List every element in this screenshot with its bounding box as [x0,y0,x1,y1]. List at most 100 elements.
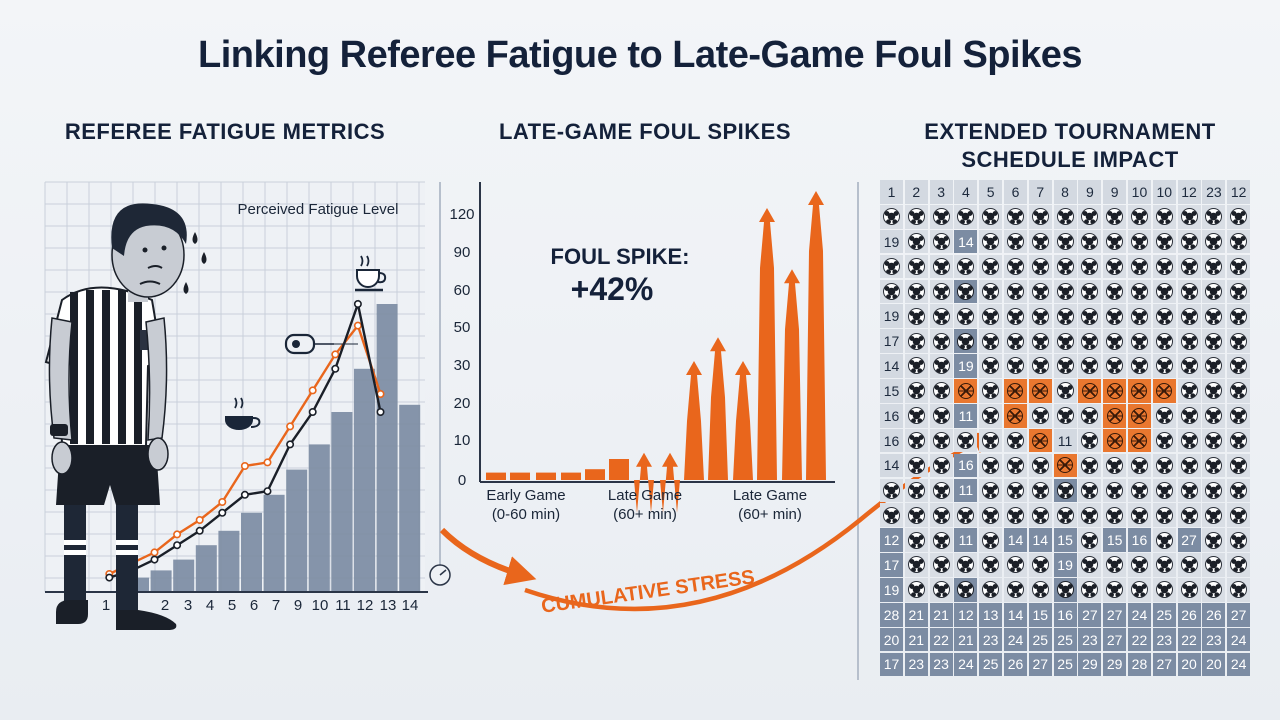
soccer-ball-icon [1028,503,1052,528]
foul-bar [806,191,826,480]
fatigue-dark-point [218,508,227,517]
soccer-ball-icon [904,204,928,229]
soccer-ball-icon [1202,553,1226,577]
soccer-ball-icon [1103,279,1127,304]
schedule-day-cell: 16 [1127,528,1151,552]
fatigue-dark-point [105,573,114,582]
fatigue-orange-point [240,461,249,470]
soccer-ball-icon [1003,478,1027,503]
soccer-ball-icon [1227,503,1251,528]
soccer-ball-icon [1227,553,1251,577]
schedule-day-cell: 29 [1078,652,1102,677]
soccer-ball-icon [1127,229,1151,254]
schedule-day-cell: 19 [954,354,978,378]
soccer-ball-icon [929,279,953,304]
soccer-ball-icon [1078,279,1102,304]
soccer-ball-icon [1078,528,1102,552]
soccer-ball-icon [954,329,978,353]
foul-y-tick: 0 [458,472,466,489]
soccer-ball-icon [1127,453,1151,478]
soccer-ball-icon [1227,304,1251,329]
schedule-day-cell: 27 [1078,602,1102,627]
fatigue-tick-label: 13 [380,597,397,614]
fatigue-tick-label: 5 [228,597,236,614]
soccer-ball-icon [1152,254,1176,279]
soccer-ball-icon [1202,279,1226,304]
basketball-icon [1127,428,1151,453]
soccer-ball-icon [1103,578,1127,602]
soccer-ball-icon [1003,254,1027,279]
soccer-ball-icon [1202,403,1226,428]
foul-y-tick: 30 [454,357,471,374]
soccer-ball-icon [979,329,1003,353]
soccer-ball-icon [904,503,928,528]
foul-category-labels: Early Game (0-60 min) Late Game (60+ min) La… [486,487,807,523]
soccer-ball-icon [1177,453,1201,478]
soccer-ball-icon [1003,279,1027,304]
soccer-ball-icon [954,578,978,602]
schedule-day-cell: 14 [1028,528,1052,552]
schedule-day-cell: 22 [1177,627,1201,652]
schedule-day-cell: 14 [880,453,903,478]
basketball-icon [1003,379,1027,403]
soccer-ball-icon [1202,204,1226,229]
schedule-day-cell: 6 [1003,180,1027,204]
soccer-ball-icon [1028,229,1052,254]
schedule-day-cell: 14 [880,354,903,378]
soccer-ball-icon [1177,304,1201,329]
whistle-icon [284,333,358,355]
basketball-icon [1103,379,1127,403]
schedule-day-cell: 19 [880,229,903,254]
soccer-ball-icon [1177,578,1201,602]
soccer-ball-icon [1127,254,1151,279]
schedule-day-cell: 25 [1028,627,1052,652]
basketball-icon [1103,428,1127,453]
fatigue-bars [128,304,421,592]
soccer-ball-icon [1078,403,1102,428]
tournament-schedule-grid: 1 2 3 4 5 6 7 8 9 9 10 10 12 23 12 19 14 19 17 14 19 15 16 11 16… [880,180,1251,677]
foul-bar [510,472,530,480]
schedule-day-cell: 24 [1227,652,1251,677]
fatigue-orange-point [308,386,317,395]
soccer-ball-icon [1227,254,1251,279]
foul-bar [708,337,728,480]
soccer-ball-icon [1202,329,1226,353]
soccer-ball-icon [1202,478,1226,503]
fatigue-bar [399,404,421,592]
soccer-ball-icon [904,453,928,478]
soccer-ball-icon [979,428,1003,453]
soccer-ball-icon [1003,329,1027,353]
fatigue-bar [218,530,240,592]
soccer-ball-icon [1003,304,1027,329]
soccer-ball-icon [929,578,953,602]
soccer-ball-icon [1003,428,1027,453]
fatigue-tick-label: 7 [272,597,280,614]
soccer-ball-icon [1227,204,1251,229]
soccer-ball-icon [1078,503,1102,528]
soccer-ball-icon [1078,354,1102,378]
foul-chart-grid [479,182,835,483]
fatigue-dark-point [195,526,204,535]
soccer-ball-icon [929,453,953,478]
soccer-ball-icon [904,578,928,602]
stress-arrow-start [439,527,537,586]
soccer-ball-icon [1003,578,1027,602]
basketball-icon [1103,403,1127,428]
soccer-ball-icon [1053,354,1077,378]
fatigue-dark-point [286,440,295,449]
soccer-ball-icon [954,553,978,577]
schedule-day-cell: 3 [929,180,953,204]
soccer-ball-icon [1127,578,1151,602]
fatigue-dark-point [308,407,317,416]
foul-y-tick: 60 [454,282,471,299]
soccer-ball-icon [979,354,1003,378]
soccer-ball-icon [1028,578,1052,602]
soccer-ball-icon [1202,229,1226,254]
soccer-ball-icon [954,204,978,229]
soccer-ball-icon [1152,553,1176,577]
soccer-ball-icon [979,379,1003,403]
schedule-day-cell: 25 [979,652,1003,677]
fatigue-tick-label: 4 [206,597,214,614]
soccer-ball-icon [979,279,1003,304]
